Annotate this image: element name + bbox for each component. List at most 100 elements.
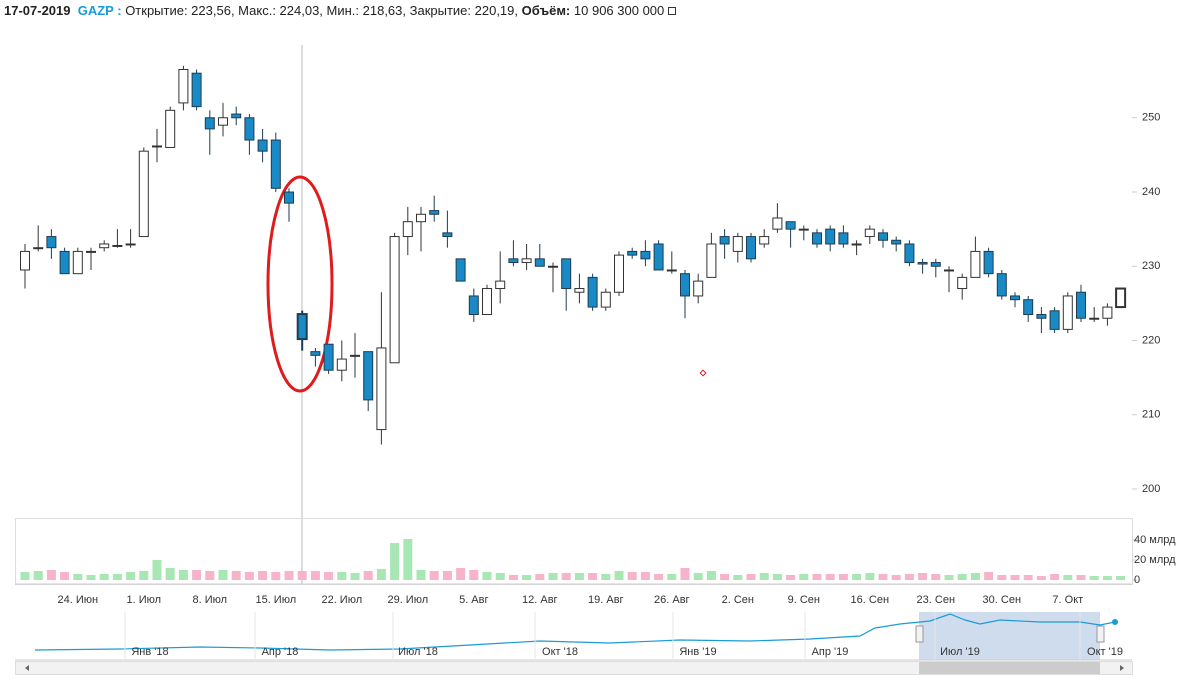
volume-bar [680,568,690,580]
y-tick-label: 40 млрд [1134,534,1176,546]
candle-body [1062,295,1073,330]
candle-body [785,221,796,230]
volume-bar [429,571,439,580]
candle-body [244,117,255,141]
volume-bar [997,575,1007,580]
y-tick-label: 20 млрд [1134,554,1176,566]
volume-bar [350,573,360,580]
candle-body [402,221,413,238]
candle-body [191,72,202,108]
volume-bar [495,573,505,580]
volume-bar [706,571,716,580]
candle-body [983,250,994,275]
volume-bar [20,572,30,580]
volume-bar [1116,576,1126,580]
candle-body [310,351,321,356]
candle-body [957,276,968,290]
scrollbar[interactable] [15,661,1133,675]
volume-bar [258,571,268,580]
candle-body [706,243,717,278]
volume-bar [139,571,149,580]
navigator-line [34,613,1116,651]
y-tick-label: 0 [1134,574,1140,586]
candle-body [851,243,862,246]
volume-bar [984,572,994,580]
candle-body [99,243,110,249]
candle-body [970,250,981,278]
volume-bar [799,574,809,580]
volume-bar [654,574,664,580]
volume-bar [825,574,835,580]
candle-body [693,280,704,297]
x-tick-label: 2. Сен [722,594,754,606]
volume-bar [99,574,109,580]
volume-bar [1023,575,1033,580]
volume-bar [469,570,479,580]
candle-body [1049,310,1060,330]
candle-body [455,258,466,282]
annotation-ellipse [266,175,334,393]
candle-body [904,243,915,264]
volume-bar [324,572,334,580]
x-tick-label: 26. Авг [654,594,690,606]
volume-bar [337,572,347,580]
y-tick-label: 240 [1142,186,1160,198]
volume-bar [970,573,980,580]
candle-body [1115,287,1127,309]
volume-bar [614,571,624,580]
volume-bar [442,571,452,580]
volume-bar [86,575,96,580]
volume-bar [390,543,400,580]
x-tick-label: 12. Авг [522,594,558,606]
navigator-handle[interactable] [1096,625,1105,643]
candle-body [33,247,44,250]
navigator-label: Янв '19 [679,646,716,658]
volume-bar [865,573,875,580]
volume-bar [178,570,188,580]
volume-bar [931,574,941,580]
navigator-label: Окт '18 [542,646,578,658]
volume-bar [482,572,492,580]
volume-bar [838,574,848,580]
candle-body [1089,317,1100,320]
volume-bar [456,568,466,580]
x-tick-label: 15. Июл [255,594,296,606]
candle-body [416,213,426,223]
volume-bar [73,574,83,580]
volume-bar [548,573,558,580]
navigator-handle[interactable] [915,625,924,643]
candle-body [429,210,440,215]
volume-label: Объём: [521,3,571,18]
volume-bar [852,574,862,580]
candle-body [218,117,228,126]
volume-bar [918,573,928,580]
candle-body [350,354,360,357]
candle-body [996,273,1007,297]
volume-bar [310,571,320,580]
navigator-label: Окт '19 [1087,646,1123,658]
volume-bar [416,570,426,580]
navigator: Янв '18 Апр '18 Июл '18 Окт '18 Янв '19 Апр '… [15,612,1133,675]
candle-body [152,145,162,148]
candle-body [864,228,875,238]
x-tick-label: 7. Окт [1052,594,1083,606]
x-tick-label: 5. Авг [459,594,488,606]
candle-body [296,313,308,341]
volume-bar [126,572,136,580]
candle-body [257,139,268,152]
volume-bar [152,560,162,580]
candle-body [812,232,822,245]
volume-bar [772,574,782,580]
volume-bar [812,574,822,580]
candle-body [270,139,281,189]
x-tick-label: 1. Июл [127,594,162,606]
scrollbar-thumb[interactable] [919,662,1100,674]
candle-body [442,232,453,238]
volume-bar [1063,575,1073,580]
candle-body [653,243,664,271]
volume-bar [891,575,901,580]
candle-body [680,273,690,297]
x-tick-label: 9. Сен [788,594,820,606]
volume-bar [297,571,307,580]
volume-bar [667,574,677,580]
